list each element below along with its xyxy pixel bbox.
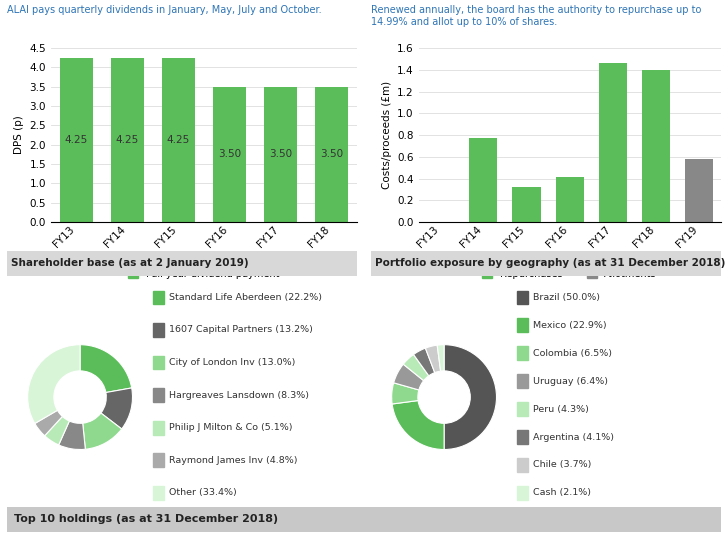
- Bar: [314, 87, 348, 222]
- Wedge shape: [80, 345, 132, 393]
- Legend: Full year dividend payment: Full year dividend payment: [124, 265, 283, 283]
- Y-axis label: Costs/proceeds (£m): Costs/proceeds (£m): [381, 81, 392, 189]
- Bar: [213, 87, 246, 222]
- Bar: [153, 323, 164, 337]
- Bar: [517, 458, 528, 472]
- Text: Brazil (50.0%): Brazil (50.0%): [533, 293, 600, 302]
- Text: Renewed annually, the board has the authority to repurchase up to
14.99% and all: Renewed annually, the board has the auth…: [371, 5, 702, 27]
- Text: 1607 Capital Partners (13.2%): 1607 Capital Partners (13.2%): [169, 325, 313, 334]
- Wedge shape: [403, 355, 429, 381]
- Text: Other (33.4%): Other (33.4%): [169, 488, 237, 498]
- Text: Shareholder base (as at 2 January 2019): Shareholder base (as at 2 January 2019): [11, 258, 248, 269]
- Wedge shape: [392, 383, 419, 404]
- Text: 4.25: 4.25: [65, 135, 88, 145]
- Bar: [599, 63, 627, 222]
- Text: Standard Life Aberdeen (22.2%): Standard Life Aberdeen (22.2%): [169, 293, 323, 302]
- Text: 3.50: 3.50: [269, 149, 292, 159]
- Text: Uruguay (6.4%): Uruguay (6.4%): [533, 377, 608, 386]
- Bar: [60, 58, 93, 222]
- Bar: [517, 346, 528, 360]
- Bar: [111, 58, 144, 222]
- Bar: [517, 430, 528, 444]
- Wedge shape: [392, 401, 444, 449]
- Y-axis label: DPS (p): DPS (p): [14, 116, 24, 155]
- Text: Colombia (6.5%): Colombia (6.5%): [533, 349, 612, 358]
- Wedge shape: [44, 416, 69, 445]
- Bar: [162, 58, 195, 222]
- Bar: [513, 187, 540, 222]
- Text: ALAI pays quarterly dividends in January, May, July and October.: ALAI pays quarterly dividends in January…: [7, 5, 322, 16]
- Wedge shape: [28, 345, 80, 424]
- Wedge shape: [444, 345, 496, 449]
- Text: Hargreaves Lansdown (8.3%): Hargreaves Lansdown (8.3%): [169, 391, 309, 400]
- Bar: [153, 486, 164, 500]
- Text: Portfolio exposure by geography (as at 31 December 2018): Portfolio exposure by geography (as at 3…: [375, 258, 725, 269]
- Bar: [642, 70, 670, 222]
- Text: Cash (2.1%): Cash (2.1%): [533, 488, 590, 498]
- Bar: [685, 159, 713, 222]
- Bar: [153, 291, 164, 304]
- Text: 3.50: 3.50: [320, 149, 343, 159]
- Wedge shape: [101, 388, 132, 429]
- Bar: [264, 87, 297, 222]
- Bar: [153, 421, 164, 434]
- Text: 4.25: 4.25: [116, 135, 139, 145]
- Wedge shape: [425, 345, 440, 372]
- Bar: [470, 139, 497, 222]
- Text: Mexico (22.9%): Mexico (22.9%): [533, 321, 606, 330]
- Text: Peru (4.3%): Peru (4.3%): [533, 404, 588, 414]
- Bar: [517, 318, 528, 332]
- Bar: [517, 374, 528, 388]
- Wedge shape: [394, 364, 424, 390]
- Text: Raymond James Inv (4.8%): Raymond James Inv (4.8%): [169, 456, 298, 465]
- Legend: Repurchases, Allotments: Repurchases, Allotments: [478, 265, 661, 283]
- Bar: [517, 291, 528, 304]
- Bar: [153, 356, 164, 369]
- Bar: [517, 402, 528, 416]
- Bar: [153, 454, 164, 467]
- Text: Chile (3.7%): Chile (3.7%): [533, 461, 591, 470]
- Bar: [555, 178, 584, 222]
- Wedge shape: [414, 348, 435, 376]
- Text: 4.25: 4.25: [167, 135, 190, 145]
- Wedge shape: [35, 410, 63, 436]
- Text: City of London Inv (13.0%): City of London Inv (13.0%): [169, 358, 296, 367]
- Bar: [153, 388, 164, 402]
- Wedge shape: [59, 421, 85, 449]
- Wedge shape: [438, 345, 444, 371]
- Wedge shape: [83, 413, 122, 449]
- Text: Top 10 holdings (as at 31 December 2018): Top 10 holdings (as at 31 December 2018): [15, 515, 279, 524]
- Text: 3.50: 3.50: [218, 149, 241, 159]
- Bar: [517, 486, 528, 500]
- Text: Philip J Milton & Co (5.1%): Philip J Milton & Co (5.1%): [169, 423, 293, 432]
- Text: Argentina (4.1%): Argentina (4.1%): [533, 433, 614, 441]
